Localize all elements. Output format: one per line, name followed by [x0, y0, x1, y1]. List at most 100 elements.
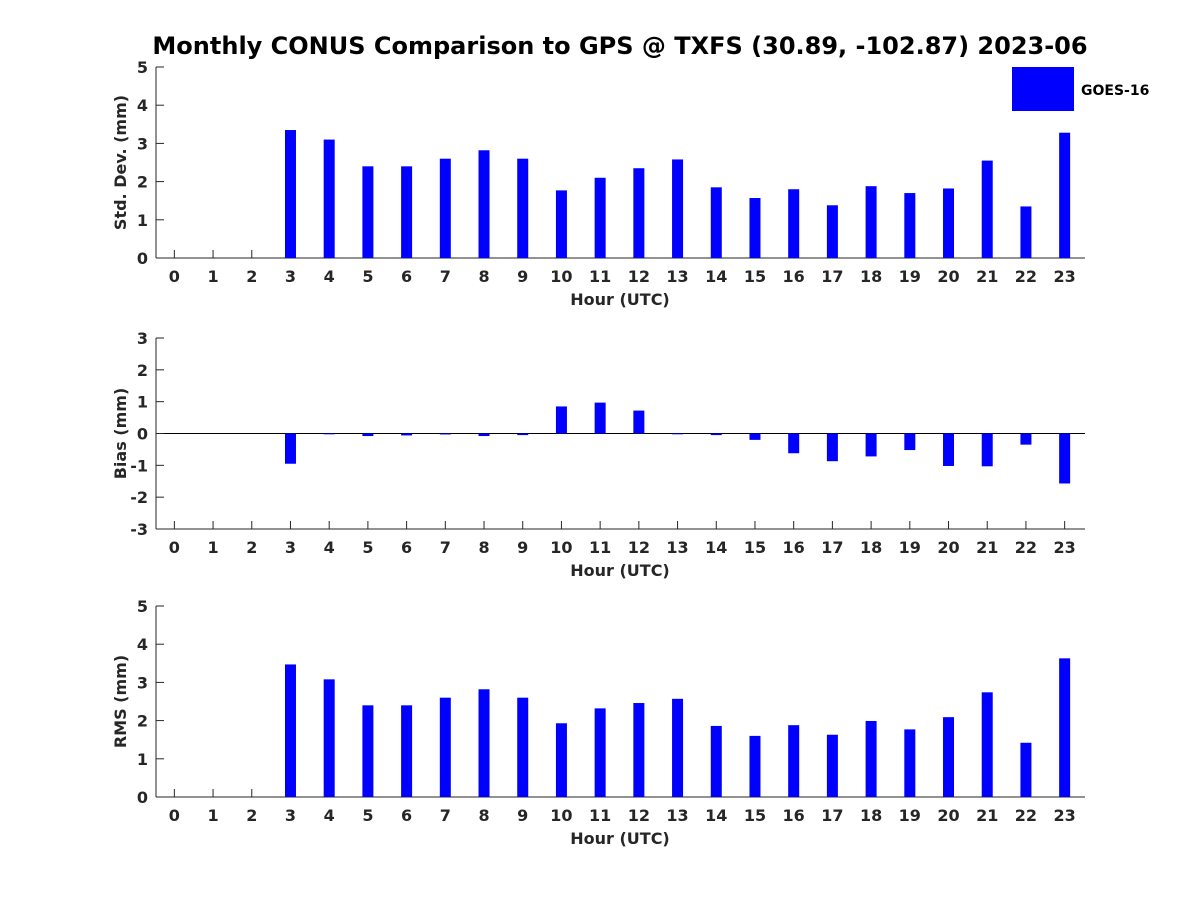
x-tick-label: 2 [246, 538, 257, 557]
x-tick-label: 7 [440, 538, 451, 557]
x-tick-label: 12 [628, 538, 650, 557]
x-tick-label: 10 [550, 806, 572, 825]
x-tick-label: 21 [976, 267, 998, 286]
x-tick-label: 9 [517, 806, 528, 825]
x-tick-label: 2 [246, 267, 257, 286]
x-tick-label: 16 [783, 538, 805, 557]
x-tick-label: 12 [628, 806, 650, 825]
bar-hour-13 [672, 698, 684, 797]
bar-hour-23 [1059, 658, 1071, 797]
bar-hour-20 [943, 188, 955, 258]
y-tick-label: 2 [137, 712, 148, 731]
x-tick-label: 19 [899, 538, 921, 557]
x-tick-label: 6 [401, 267, 412, 286]
y-tick-label: 3 [137, 673, 148, 692]
bar-hour-3 [284, 433, 296, 464]
x-tick-label: 18 [860, 806, 882, 825]
x-tick-label: 11 [589, 267, 611, 286]
x-tick-label: 22 [1015, 267, 1037, 286]
x-tick-label: 4 [324, 267, 335, 286]
x-tick-label: 21 [976, 806, 998, 825]
x-tick-label: 14 [705, 267, 727, 286]
x-tick-label: 0 [169, 267, 180, 286]
x-tick-label: 20 [937, 267, 959, 286]
bar-hour-11 [594, 177, 606, 258]
bar-hour-15 [749, 735, 761, 797]
y-tick-label: 0 [137, 425, 148, 444]
x-tick-label: 4 [324, 806, 335, 825]
legend: GOES-16 [1012, 67, 1149, 111]
x-tick-label: 13 [666, 267, 688, 286]
x-tick-label: 2 [246, 806, 257, 825]
bar-hour-15 [749, 433, 761, 440]
x-tick-label: 19 [899, 806, 921, 825]
x-tick-label: 1 [207, 538, 218, 557]
x-tick-label: 17 [821, 806, 843, 825]
legend-swatch [1012, 67, 1074, 111]
x-tick-label: 6 [401, 538, 412, 557]
bar-hour-6 [401, 166, 413, 258]
x-tick-label: 23 [1054, 538, 1076, 557]
bar-hour-20 [943, 433, 955, 466]
y-tick-label: 1 [137, 750, 148, 769]
bar-hour-7 [439, 433, 451, 435]
bar-hour-4 [323, 433, 335, 435]
y-tick-label: 5 [137, 58, 148, 77]
bar-hour-8 [478, 433, 490, 437]
bar-hour-10 [555, 190, 567, 258]
bar-hour-13 [672, 159, 684, 258]
bar-hour-14 [710, 187, 722, 258]
x-tick-label: 23 [1054, 806, 1076, 825]
x-tick-label: 14 [705, 806, 727, 825]
bar-hour-3 [284, 130, 296, 258]
x-tick-label: 22 [1015, 538, 1037, 557]
y-tick-label: -1 [130, 456, 148, 475]
x-tick-label: 15 [744, 538, 766, 557]
y-tick-label: 4 [137, 635, 148, 654]
bar-hour-8 [478, 150, 490, 258]
x-tick-label: 22 [1015, 806, 1037, 825]
x-tick-label: 0 [169, 538, 180, 557]
bar-hour-8 [478, 689, 490, 797]
bar-hour-14 [710, 725, 722, 797]
x-tick-label: 12 [628, 267, 650, 286]
bar-hour-5 [362, 166, 374, 258]
bar-hour-9 [517, 158, 529, 258]
y-tick-label: -2 [130, 488, 148, 507]
bar-hour-21 [981, 692, 993, 797]
bar-hour-11 [594, 708, 606, 797]
x-tick-label: 4 [324, 538, 335, 557]
y-tick-label: 2 [137, 361, 148, 380]
y-tick-label: 2 [137, 173, 148, 192]
x-tick-label: 0 [169, 806, 180, 825]
x-tick-label: 20 [937, 538, 959, 557]
x-tick-label: 19 [899, 267, 921, 286]
bar-hour-18 [865, 186, 877, 258]
x-tick-label: 15 [744, 806, 766, 825]
bar-hour-18 [865, 433, 877, 457]
x-tick-label: 3 [285, 538, 296, 557]
bar-hour-6 [401, 705, 413, 797]
bar-hour-11 [594, 402, 606, 434]
x-tick-label: 5 [362, 267, 373, 286]
x-axis-label: Hour (UTC) [570, 561, 670, 580]
bar-hour-19 [904, 729, 916, 797]
x-tick-label: 13 [666, 538, 688, 557]
chart-title: Monthly CONUS Comparison to GPS @ TXFS (… [152, 32, 1087, 60]
legend-label: GOES-16 [1081, 83, 1149, 99]
bar-hour-7 [439, 697, 451, 797]
bar-hour-16 [788, 433, 800, 454]
bar-hour-12 [633, 410, 645, 434]
bar-hour-16 [788, 725, 800, 797]
y-tick-label: 3 [137, 134, 148, 153]
x-tick-label: 3 [285, 806, 296, 825]
x-tick-label: 20 [937, 806, 959, 825]
x-tick-label: 14 [705, 538, 727, 557]
x-tick-label: 8 [478, 806, 489, 825]
bar-hour-10 [555, 723, 567, 797]
x-tick-label: 1 [207, 806, 218, 825]
bar-hour-21 [981, 160, 993, 258]
x-tick-label: 23 [1054, 267, 1076, 286]
